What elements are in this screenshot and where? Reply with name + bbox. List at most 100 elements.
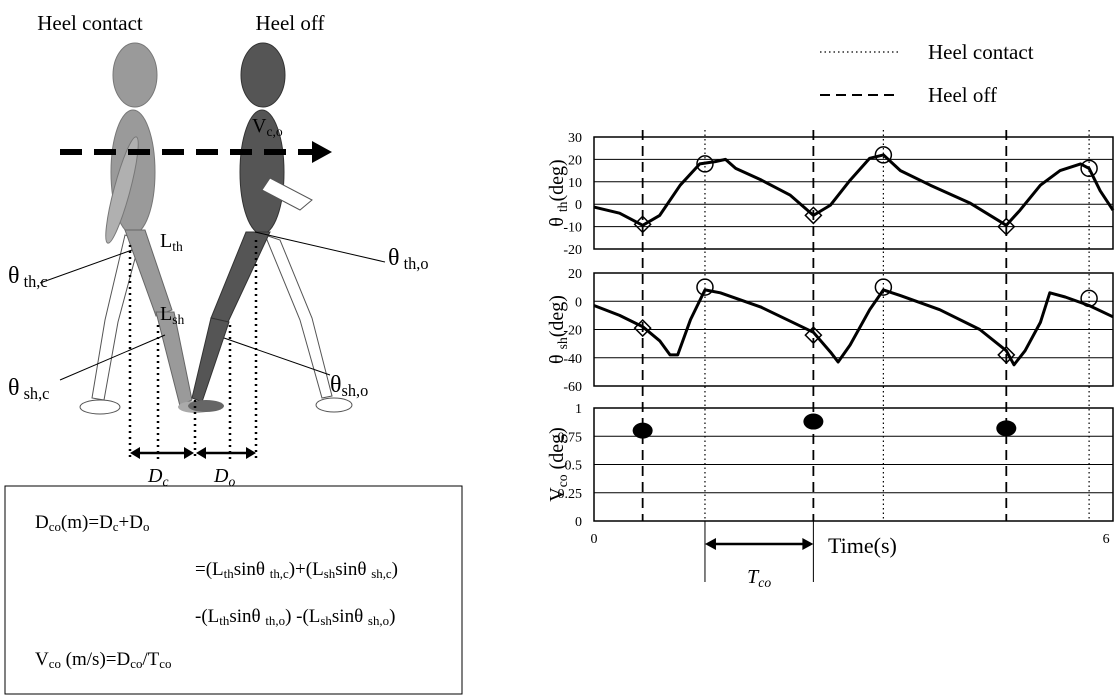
label: Vc,o [252, 115, 283, 139]
text-part: (deg) [546, 427, 568, 474]
subscript: th,o [265, 613, 285, 628]
label: =(Lthsinθ th,c)+(Lshsinθ sh,c) [195, 559, 398, 581]
legend-label: Heel off [928, 83, 997, 107]
y-tick-label: 0.5 [565, 459, 583, 474]
back-foot [79, 399, 121, 415]
subscript: sh,c [20, 384, 50, 403]
text-part: D [213, 465, 229, 487]
label: θ th,o [388, 245, 429, 273]
text-part: ) -(L [285, 606, 320, 627]
y-tick-label: -40 [563, 352, 582, 367]
leader-line [254, 231, 386, 263]
y-tick-label: -20 [563, 243, 582, 258]
arrow-head [802, 538, 814, 550]
projection-lines [128, 240, 258, 460]
head [112, 42, 158, 108]
y-tick-label: 1 [575, 402, 582, 417]
text-part: (deg) [546, 159, 568, 201]
text-part: L [160, 303, 172, 325]
y-tick-label: -60 [563, 380, 582, 395]
plot-frame [593, 407, 1114, 522]
thigh [124, 229, 173, 317]
text-part: ) [392, 559, 398, 580]
text-part: θ [330, 372, 342, 398]
diamond-marker [804, 206, 823, 225]
plot-frame [593, 272, 1114, 387]
text-part: D [147, 465, 163, 487]
legend-label: Heel contact [928, 40, 1034, 64]
y-tick-label: 20 [568, 267, 582, 282]
subscript: th,c [270, 566, 289, 581]
subscript: sh [324, 566, 336, 581]
label: Lsh [160, 303, 185, 327]
subscript: sh,o [342, 381, 369, 400]
arm [105, 136, 139, 244]
arm [261, 177, 313, 211]
text-part: -(L [195, 606, 219, 627]
y-tick-label: 10 [568, 176, 582, 191]
arrow-head [184, 447, 194, 459]
subscript: sh [172, 312, 184, 327]
text-part: V [252, 115, 267, 137]
label: Lth [160, 230, 183, 254]
subscript: th [555, 201, 570, 212]
subscript: sh,c [371, 566, 392, 581]
data-line [593, 288, 1114, 367]
text-part: sinθ [335, 559, 371, 580]
head [240, 42, 286, 108]
arrow-head [704, 538, 716, 550]
text-part: D [35, 512, 49, 533]
y-tick-label: 0.25 [558, 487, 583, 502]
formula-box [4, 485, 463, 695]
text-part: sinθ [229, 606, 265, 627]
leader-line [39, 249, 133, 284]
label: Dc [147, 465, 169, 489]
label: θ th(deg) [546, 159, 570, 226]
back-leg [264, 234, 333, 399]
back-leg [91, 234, 141, 401]
y-tick-label: -10 [563, 221, 582, 236]
subscript: co [49, 519, 61, 534]
y-tick-label: -20 [563, 324, 582, 339]
subscript: sh,o [368, 613, 389, 628]
subscript: th,c [20, 272, 48, 291]
label: Dco(m)=Dc+Do [35, 512, 149, 534]
subscript: co [758, 575, 771, 590]
subscript: co [49, 656, 61, 671]
y-tick-label: 0 [575, 198, 582, 213]
diamond-marker [633, 319, 652, 338]
subscript: th [219, 613, 230, 628]
text-part: sinθ [332, 606, 368, 627]
arrow-head [246, 447, 256, 459]
subscript: co [130, 656, 142, 671]
subscript: o [143, 519, 149, 534]
plot-frame [593, 136, 1114, 250]
label: θ th,c [8, 263, 48, 291]
y-tick-label: 0 [575, 295, 582, 310]
arrow-head [196, 447, 206, 459]
leader-line [223, 337, 331, 376]
text-part: θ [8, 263, 20, 289]
subscript: sh [555, 337, 570, 349]
text-part: θ [546, 212, 568, 227]
text-part: (deg) [546, 295, 568, 337]
text-part: θ [388, 245, 400, 271]
text-part: )+(L [289, 559, 324, 580]
x-axis-label: Time(s) [828, 533, 897, 558]
text-part: (m/s)=D [61, 649, 130, 670]
arrow-head [312, 141, 332, 163]
text-part: (m)=D [61, 512, 113, 533]
thigh [210, 231, 271, 323]
subscript: th [224, 566, 235, 581]
label: -(Lthsinθ th,o) -(Lshsinθ sh,o) [195, 606, 395, 628]
text-part: θ [8, 375, 20, 401]
dot [632, 422, 653, 439]
text-part: sinθ [234, 559, 270, 580]
y-tick-label: 30 [568, 131, 582, 146]
text-part: θ [546, 349, 568, 364]
label: Vco (deg) [546, 427, 570, 502]
dot [996, 420, 1017, 437]
y-tick-label: 0 [575, 515, 582, 530]
subscript: c,o [266, 124, 282, 139]
